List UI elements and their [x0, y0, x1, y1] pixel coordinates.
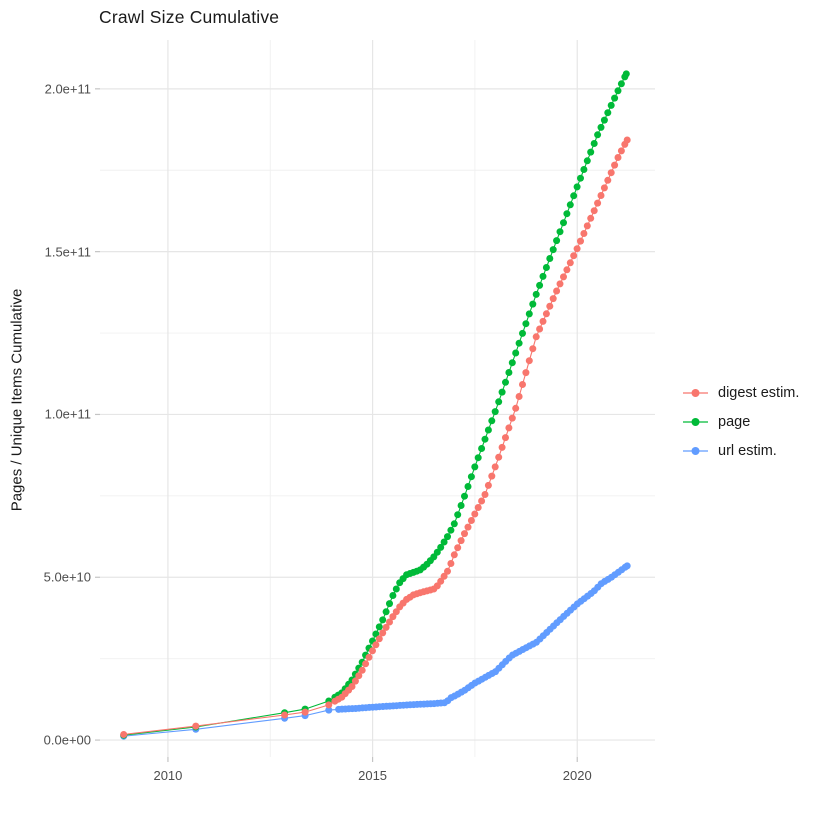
y-tick-label: 1.0e+11	[44, 406, 91, 422]
series-digest-estim-	[120, 136, 631, 738]
legend-key-line-dot-icon	[683, 388, 708, 397]
x-tick-label: 2015	[358, 768, 388, 783]
legend-item-digest-estim: digest estim.	[682, 378, 799, 407]
legend-label: digest estim.	[718, 384, 800, 401]
legend-item-url-estim: url estim.	[682, 436, 799, 465]
y-tick-label: 1.5e+11	[44, 244, 91, 260]
y-tick-label: 0.0e+00	[43, 732, 91, 748]
y-axis-title: Pages / Unique Items Cumulative	[8, 288, 26, 512]
legend-label: url estim.	[718, 442, 777, 459]
x-tick-label: 2020	[562, 768, 592, 783]
y-tick-label: 2.0e+11	[44, 81, 91, 97]
series-url-estim-	[120, 562, 631, 740]
legend-key-line-dot-icon	[683, 417, 708, 426]
x-tick-label: 2010	[153, 768, 183, 783]
legend-label: page	[718, 413, 751, 430]
legend-item-page: page	[682, 407, 799, 436]
chart-legend: digest estim. page url estim.	[682, 378, 799, 465]
chart-title: Crawl Size Cumulative	[99, 7, 280, 27]
legend-key-line-dot-icon	[683, 446, 708, 455]
y-tick-label: 5.0e+10	[43, 569, 91, 585]
